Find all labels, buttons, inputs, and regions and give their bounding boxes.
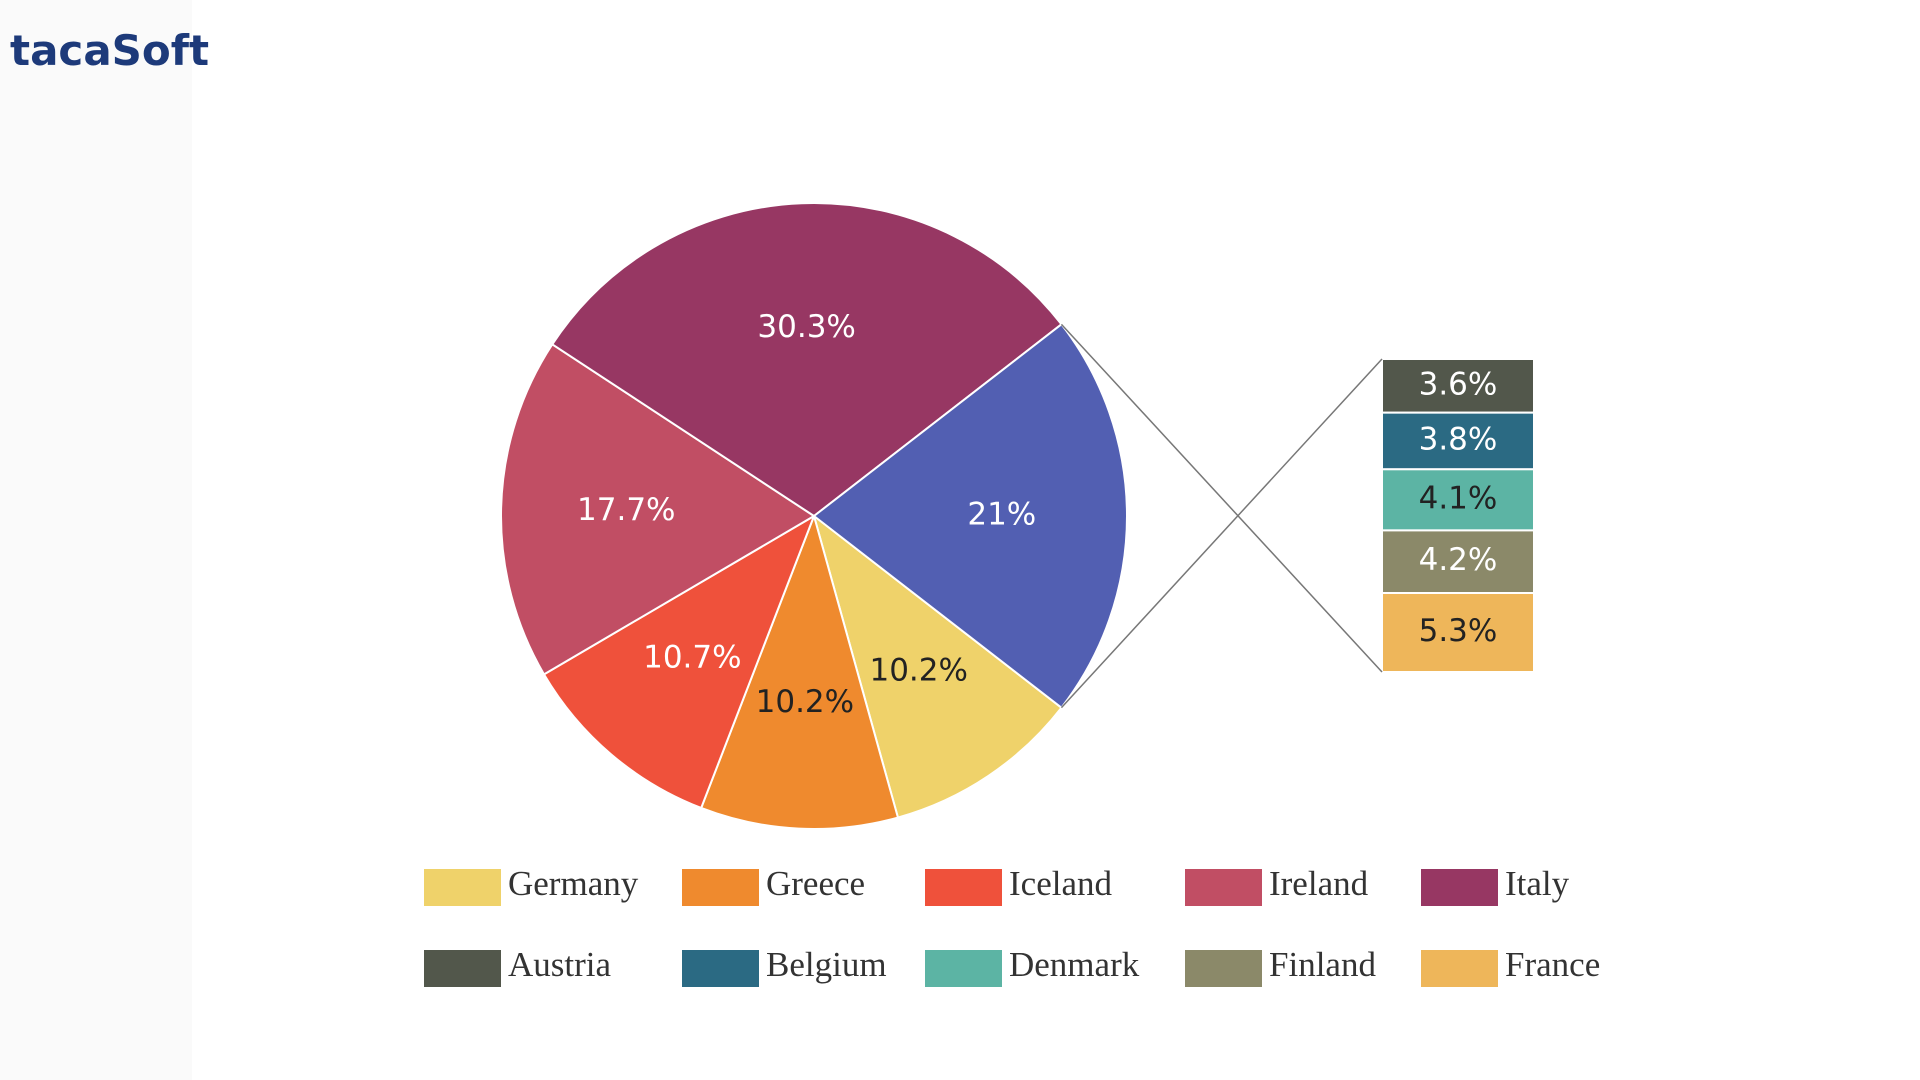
connector xyxy=(1060,323,1383,673)
pie-slice xyxy=(699,512,900,830)
legend-swatch xyxy=(1185,869,1262,906)
legend-swatch xyxy=(682,869,759,906)
pie-slice xyxy=(500,342,816,676)
legend-label: Denmark xyxy=(1009,945,1140,984)
pie-slice xyxy=(812,322,1128,710)
slice-label: 10.2% xyxy=(869,652,967,688)
slice-label: 21% xyxy=(967,497,1036,533)
legend-swatch xyxy=(1421,950,1498,987)
slice-label: 30.3% xyxy=(757,309,855,345)
legend-label: Ireland xyxy=(1269,864,1369,903)
legend-label: Germany xyxy=(508,864,639,903)
legend-swatch xyxy=(424,869,501,906)
legend-label: Italy xyxy=(1505,864,1570,903)
legend-swatch xyxy=(1185,950,1262,987)
split-bar xyxy=(1381,358,1535,414)
split-bar xyxy=(1381,592,1535,673)
slice-label: 10.7% xyxy=(643,640,741,676)
slice-label: 17.7% xyxy=(577,492,675,528)
split-label: 3.6% xyxy=(1419,366,1498,402)
legend-label: Finland xyxy=(1269,945,1376,984)
side-panel xyxy=(0,0,192,1080)
split-bar xyxy=(1381,529,1535,595)
split-label: 5.3% xyxy=(1419,613,1498,649)
pie-slice xyxy=(550,202,1063,518)
legend-swatch xyxy=(682,950,759,987)
legend-swatch xyxy=(925,869,1002,906)
legend-label: Belgium xyxy=(766,945,887,984)
legend-label: Iceland xyxy=(1009,864,1112,903)
connector xyxy=(1060,358,1383,709)
legend-label: Austria xyxy=(508,945,612,984)
legend-swatch xyxy=(424,950,501,987)
logo: tacaSoft xyxy=(10,26,209,75)
legend-label: Greece xyxy=(766,864,865,903)
slice-label: 10.2% xyxy=(756,684,854,720)
legend-swatch xyxy=(1421,869,1498,906)
legend-label: France xyxy=(1505,945,1600,984)
split-label: 3.8% xyxy=(1419,421,1498,457)
pie-slice xyxy=(812,513,1063,819)
split-bar xyxy=(1381,411,1535,471)
split-label: 4.1% xyxy=(1419,480,1498,516)
legend-swatch xyxy=(925,950,1002,987)
split-label: 4.2% xyxy=(1419,542,1498,578)
pie-slice xyxy=(542,513,816,810)
